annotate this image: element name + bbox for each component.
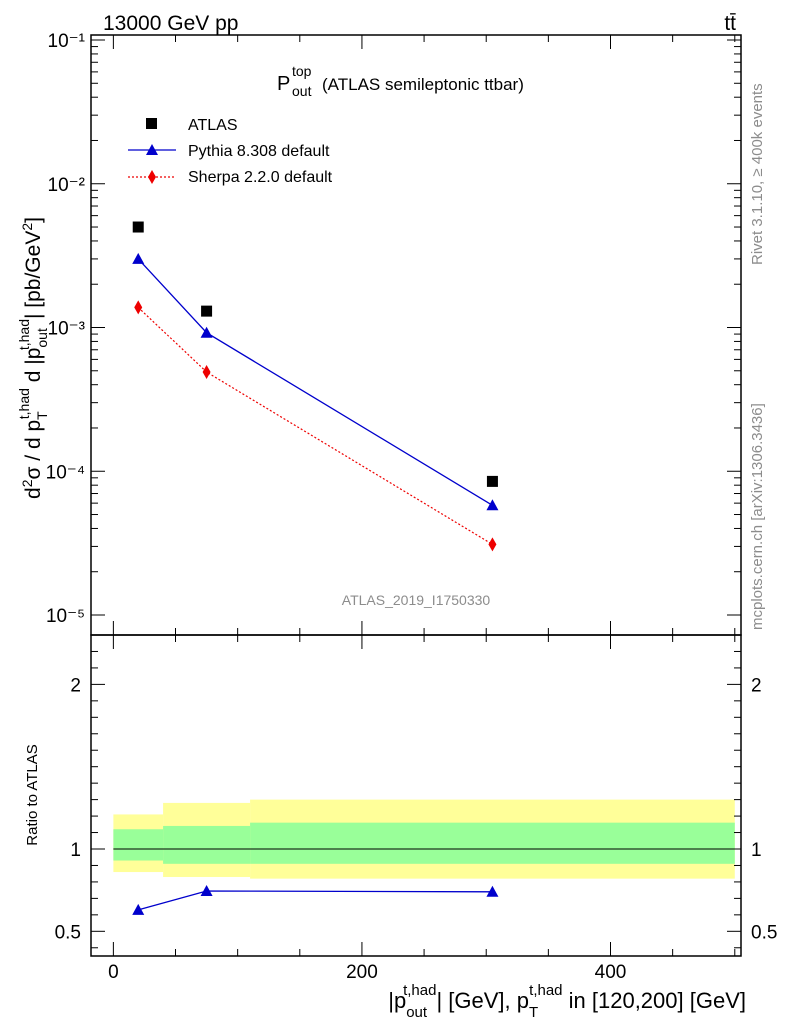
legend-entry-atlas: ATLAS xyxy=(146,117,238,134)
main-y-axis-label: d2σ / d pTt,had d |poutt,had| [pb/GeV2] xyxy=(16,217,50,499)
plot-title: P top out (ATLAS semileptonic ttbar) xyxy=(277,63,524,99)
legend-pythia-label: Pythia 8.308 default xyxy=(188,143,330,160)
ratio-y-tick-label: 2 xyxy=(70,675,81,696)
sherpa-point xyxy=(202,365,211,380)
legend-atlas-label: ATLAS xyxy=(188,117,238,134)
ratio-pythia-point xyxy=(200,884,213,896)
main-y-tick-label: 10⁻¹ xyxy=(48,31,86,52)
sherpa-point xyxy=(134,300,143,315)
legend-entry-sherpa: Sherpa 2.2.0 default xyxy=(128,169,333,186)
atlas-point xyxy=(201,305,213,317)
ratio-y-tick-label: 1 xyxy=(70,840,81,861)
main-y-tick-label: 10⁻² xyxy=(48,175,86,196)
x-tick-label: 0 xyxy=(108,962,119,983)
ratio-plot-panel: 0.5 0.5 1 1 2 2 0 200 400 Ratio to ATLAS |poutt,… xyxy=(24,634,777,1021)
ratio-band-inner xyxy=(113,829,164,861)
main-y-tick-label: 10⁻³ xyxy=(48,319,86,340)
sherpa-point xyxy=(488,537,497,552)
pythia-line xyxy=(137,258,493,506)
mcplots-label: mcplots.cern.ch [arXiv:1306.3436] xyxy=(749,403,766,630)
svg-text:P: P xyxy=(277,73,290,95)
ratio-band-inner xyxy=(163,825,251,864)
pythia-point xyxy=(200,326,213,338)
x-axis-label: |poutt,had| [GeV], pTt,had in [120,200] … xyxy=(388,982,746,1021)
title-main: P xyxy=(277,73,290,95)
sherpa-line xyxy=(137,306,493,545)
ratio-y-tick-label-right: 2 xyxy=(751,675,762,696)
atlas-point xyxy=(132,221,144,233)
title-sub: out xyxy=(292,83,312,99)
ratio-plot-frame xyxy=(90,634,742,957)
main-y-tick-label: 10⁻⁴ xyxy=(46,462,85,483)
process-label: tt̄ xyxy=(724,12,736,35)
x-tick-label: 200 xyxy=(346,962,378,983)
legend-entry-pythia: Pythia 8.308 default xyxy=(128,143,330,160)
ratio-band-inner xyxy=(250,822,735,864)
pythia-point xyxy=(132,252,145,264)
energy-label: 13000 GeV pp xyxy=(103,12,238,35)
ratio-y-tick-label: 0.5 xyxy=(55,922,81,943)
ratio-pythia-line xyxy=(138,890,493,911)
ratio-y-tick-label-right: 0.5 xyxy=(751,922,777,943)
ratio-pythia-point xyxy=(132,903,145,915)
ratio-y-axis-label: Ratio to ATLAS xyxy=(24,744,41,845)
svg-text:|poutt,had| [GeV], pTt,had in: |poutt,had| [GeV], pTt,had in [120,200] … xyxy=(388,982,746,1021)
rivet-label: Rivet 3.1.10, ≥ 400k events xyxy=(749,83,766,265)
ratio-y-tick-label-right: 1 xyxy=(751,840,762,861)
legend-atlas-marker xyxy=(146,118,157,129)
main-y-tick-label: 10⁻⁵ xyxy=(46,606,85,627)
legend: ATLAS Pythia 8.308 default Sherpa 2.2.0 … xyxy=(128,117,333,186)
legend-sherpa-label: Sherpa 2.2.0 default xyxy=(188,169,333,186)
title-rest: (ATLAS semileptonic ttbar) xyxy=(322,75,524,94)
watermark: ATLAS_2019_I1750330 xyxy=(342,592,491,608)
svg-text:d2σ / d pTt,had d |poutt,had|: d2σ / d pTt,had d |poutt,had| [pb/GeV2] xyxy=(16,217,50,499)
pythia-point xyxy=(486,499,499,511)
atlas-point xyxy=(486,475,498,487)
legend-sherpa-marker xyxy=(148,170,156,184)
ratio-pythia-point xyxy=(486,885,499,897)
legend-pythia-marker xyxy=(146,144,158,155)
title-sup: top xyxy=(292,63,312,79)
x-tick-label: 400 xyxy=(595,962,627,983)
main-plot-panel: 10⁻⁵ 10⁻⁴ 10⁻³ 10⁻² 10⁻¹ ATLAS_2019_I1750330… xyxy=(16,31,742,636)
